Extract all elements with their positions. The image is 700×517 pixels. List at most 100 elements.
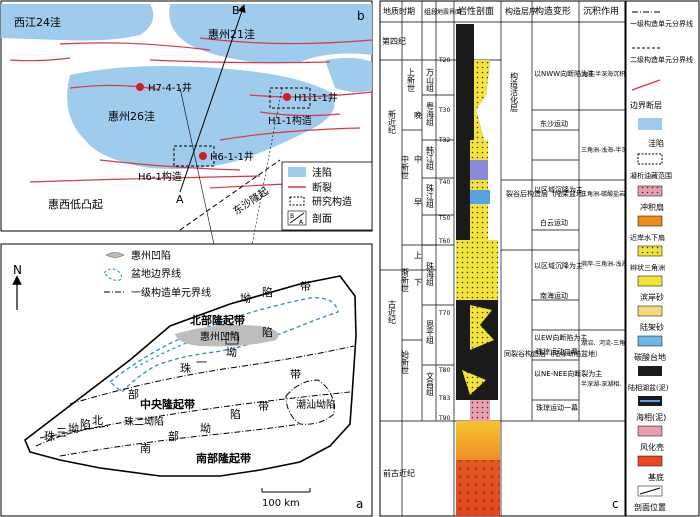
epoch-eocene: 始新世 [401,349,410,374]
header-period: 地质时期 [383,6,415,16]
label-h6-structure: H6-1构造 [138,170,182,183]
legend-b-sag: 洼陷 [312,166,332,179]
horizon-t90: T90 [438,415,450,422]
period-neogene: 新近纪 [388,109,397,134]
panel-letter-c: c [612,497,619,511]
period-paleogene: 古近纪 [388,299,397,324]
legend-b-section-b: B [290,213,294,220]
epoch-mid: 中新世 [401,154,410,179]
dai-char: 带 [290,368,301,381]
epoch-late: 晚 [414,110,422,120]
legend-unit2: 二级构造单元分界线 [630,55,693,64]
sag-huizhou21 [169,4,372,64]
well-h6 [199,152,207,160]
sed-1: 三角洲-浅海-半深海沉积 [581,146,645,154]
legend-nearshore: 近岸水下扇 [630,233,665,242]
panel-letter-b: b [357,9,365,23]
formation-hanjiang: 韩江组 [426,145,435,170]
deform-0: 以NWW向断陷为主 [534,69,595,78]
deform-9: 珠琼运动一幕 [536,403,578,412]
deform-8: 以NE-NEE向断裂为主 [534,369,602,378]
label-central-uplift: 中央隆起带 [140,397,195,411]
stratigraphic-column: 地质时期 组段 地震界面 岩性剖面 构造层序 构造变形 沉积作用 第四纪 新近纪… [379,0,684,517]
sag-xijiang [1,4,154,41]
zhu1-char-1: 珠 [180,361,191,375]
scale-label: 100 km [262,498,300,509]
bu-char: 部 [128,387,139,401]
sag-huizhou26 [67,66,335,169]
legend-carbonate: 碳酸台地 [634,352,666,362]
legend-fan: 冲积扇 [640,202,664,212]
horizon-t50: T50 [438,215,450,222]
zhu1-char-3: 坳 [226,345,237,359]
south-char-3: 坳 [200,421,211,435]
epoch-oligocene: 渐新世 [401,267,410,292]
legend-basement: 基底 [648,472,664,482]
label-zhu2: 珠二坳陷 [124,415,164,428]
sub-lower: 下 [414,278,422,287]
legend-weathered: 风化壳 [640,442,664,452]
zhu3-char-2: 三 [56,426,67,439]
sag-small [325,57,372,93]
label-xijiang: 西江24洼 [14,15,61,29]
horizon-t80: T80 [438,367,450,374]
north-letter-b: B [232,4,240,17]
legend-a: 惠州凹陷 盆地边界线 一级构造单元界线 [103,249,211,299]
horizon-t70: T70 [438,310,450,317]
well-h1 [283,93,291,101]
north-label: N [13,263,22,277]
header-sedimentation: 沉积作用 [583,5,619,17]
south-char-5: 带 [258,400,269,413]
header-seismic: 地震界面 [437,8,461,16]
sequence-reactivation: 构造活化层 [510,71,519,113]
profile-end-a: A [176,193,184,206]
legend-sag: 洼陷 [648,138,664,148]
legend-right: 一级构造单元分界线 二级构造单元分界线 边界断层 洼陷 凝析油藏范围 冲积扇 近… [625,0,700,517]
legend-oil: 凝析油藏范围 [630,171,672,180]
well-h7 [136,83,144,91]
label-south-uplift: 南部隆起带 [196,451,251,465]
formation-yuehai: 粤海组 [426,101,435,126]
study-box-h6 [173,145,215,167]
legend-b-section: 剖面 [312,212,332,225]
label-north-uplift: 北部隆起带 [190,313,245,327]
legend-a-unit: 一级构造单元界线 [131,286,211,299]
zhu1-char-2: 一 [196,356,207,369]
deform-7: 珠琼运动二幕 [536,347,578,356]
well-label-h6: H6-1-1井 [210,150,254,163]
legend-shore: 滨岸砂 [640,292,664,302]
label-huizhou21: 惠州21洼 [208,27,255,41]
legend-a-depression: 惠州凹陷 [131,249,171,262]
deform-2: 以区域沉降为主 [534,185,583,194]
epoch-early: 早 [414,198,422,207]
header-deformation: 构造变形 [535,5,571,17]
header-lithology: 岩性剖面 [458,5,494,17]
horizon-t83: T83 [438,395,450,402]
formation-wenchang: 文昌组 [426,371,435,396]
south-char-1: 南 [140,442,151,455]
section-line [179,4,246,193]
sed-4: 湖沼、河流-三角洲-平原沉积 [581,339,657,347]
label-huixi: 惠西低凸起 [48,197,103,211]
sub-upper: 上 [414,251,422,260]
south-char-4: 陷 [230,407,241,421]
huizhou-depression-shape [175,325,279,347]
panel-letter-a: a [356,497,363,511]
zhu1-char-4: 陷 [262,325,273,339]
sequence-syn-rift: 同裂谷构造层（陆缘断陷盆地） [504,349,602,358]
legend-b-study: 研究构造 [312,195,352,208]
map-b: b B 西江24洼 惠州21洼 惠州26洼 惠西低凸起 东沙隆起 H7-4-1井… [0,0,373,232]
header-sequence: 构造层序 [505,6,537,16]
horizon-t60: T60 [438,238,450,245]
legend-section: 剖面位置 [634,502,666,512]
sed-0: 浅海-半深海沉积 [581,70,625,78]
period-quaternary: 第四纪 [382,36,406,46]
lithology-profile [456,24,500,516]
well-label-h1: H1-1-1井 [294,91,338,104]
sequence-post-rift: 裂谷后构造层（陆架盆地） [506,189,590,198]
map-a: a N 惠州凹陷 盆地边界线 一级构造单元界线 北部隆起带 惠州凹陷 中央隆起带… [0,243,373,517]
north-band-2: 陷 [262,285,273,299]
deform-6: 以EW向断陷为主 [534,333,587,342]
formation-enping: 恩平组 [426,320,435,344]
north-band-1: 坳 [240,291,251,305]
